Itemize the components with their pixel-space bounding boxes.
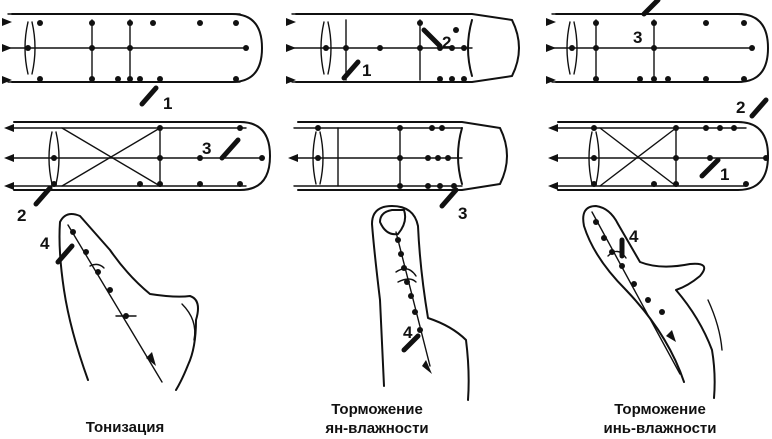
col1-top-points — [25, 20, 249, 82]
needle-number-1: 1 — [362, 61, 371, 80]
col1-top-channel: 1 — [2, 13, 263, 113]
needle-number-3: 3 — [202, 139, 211, 158]
needle-1 — [341, 59, 361, 81]
caption-line1: Торможение — [331, 401, 423, 418]
needle-number-2: 2 — [736, 98, 745, 117]
caption-yang-inhibition: Торможение ян-влажности — [292, 400, 462, 438]
col3-top-channel: 3 — [546, 0, 769, 84]
needle-3 — [439, 187, 459, 209]
needle-2 — [33, 185, 53, 207]
caption-line1: Торможение — [614, 401, 706, 418]
needle-number-3: 3 — [633, 28, 642, 47]
col2-mid-points — [315, 125, 457, 189]
col2-top-channel: 1 2 — [286, 13, 520, 84]
col1-mid-channel: 2 3 — [4, 121, 271, 225]
col3-mid-points — [591, 125, 769, 187]
col2-mid-channel: 3 — [288, 121, 508, 223]
col3-mid-channel: 2 1 — [548, 97, 769, 191]
caption-yin-inhibition: Торможение инь-влажности — [570, 400, 750, 438]
needle-number-2: 2 — [17, 206, 26, 225]
needle-1 — [139, 85, 159, 107]
needle-number-4: 4 — [40, 234, 50, 253]
caption-line2: ян-влажности — [325, 420, 429, 437]
caption-line1: Тонизация — [85, 419, 165, 436]
needle-number-4: 4 — [403, 323, 413, 342]
needle-1 — [699, 157, 721, 179]
needle-number-4: 4 — [629, 227, 639, 246]
needle-3 — [219, 137, 241, 161]
col2-thumb-points — [395, 237, 423, 333]
caption-line2: инь-влажности — [603, 420, 717, 437]
col2-top-points — [323, 20, 467, 82]
needle-2 — [421, 27, 443, 49]
needle-2 — [749, 97, 769, 119]
needle-4 — [401, 333, 421, 353]
needle-number-1: 1 — [720, 165, 729, 184]
caption-tonization: Тонизация — [40, 418, 210, 437]
needle-4 — [55, 243, 75, 265]
col3-finger: 4 — [582, 205, 723, 399]
col1-finger: 4 — [40, 213, 199, 391]
col3-finger-points — [593, 219, 665, 315]
col3-top-points — [569, 20, 755, 82]
col1-mid-points — [51, 125, 265, 187]
needle-number-1: 1 — [163, 94, 172, 113]
needle-3 — [641, 0, 661, 17]
needle-number-3: 3 — [458, 204, 467, 223]
needle-number-2: 2 — [442, 33, 451, 52]
col2-thumb: 4 — [371, 205, 470, 401]
